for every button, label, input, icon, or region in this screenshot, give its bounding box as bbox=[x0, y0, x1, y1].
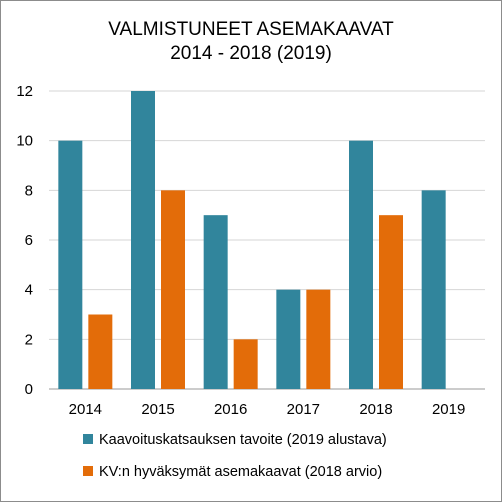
x-tick-label: 2019 bbox=[432, 401, 465, 418]
x-axis-ticks: 2014 2015 2016 2017 2018 2019 bbox=[69, 401, 466, 418]
x-tick-label: 2018 bbox=[359, 401, 392, 418]
y-tick-label: 12 bbox=[16, 83, 33, 100]
y-axis-ticks: 0 2 4 6 8 10 12 bbox=[16, 83, 33, 398]
bar-series-1-2016 bbox=[203, 215, 228, 389]
bar-series-1-2014 bbox=[58, 140, 83, 389]
x-tick-label: 2015 bbox=[141, 401, 174, 418]
y-tick-label: 10 bbox=[16, 133, 33, 150]
chart-title-line-2: 2014 - 2018 (2019) bbox=[170, 43, 332, 64]
chart-title: VALMISTUNEET ASEMAKAAVAT 2014 - 2018 (20… bbox=[108, 19, 394, 64]
bar-series-2-2016 bbox=[233, 339, 258, 389]
x-tick-label: 2017 bbox=[287, 401, 320, 418]
legend-label-1: Kaavoituskatsauksen tavoite (2019 alusta… bbox=[99, 432, 387, 448]
legend-swatch-2 bbox=[83, 466, 93, 476]
chart-title-line-1: VALMISTUNEET ASEMAKAAVAT bbox=[108, 19, 394, 40]
bar-series-2-2015 bbox=[161, 190, 185, 389]
y-tick-label: 0 bbox=[25, 381, 33, 398]
legend: Kaavoituskatsauksen tavoite (2019 alusta… bbox=[83, 432, 387, 480]
bar-series-1-2015 bbox=[131, 91, 155, 389]
y-tick-label: 2 bbox=[25, 331, 33, 348]
bar-series-1-2017 bbox=[276, 289, 301, 389]
bar-series-2-2014 bbox=[88, 314, 113, 389]
bar-series-2-2017 bbox=[306, 289, 331, 389]
y-tick-label: 8 bbox=[25, 182, 33, 199]
legend-swatch-1 bbox=[83, 434, 93, 444]
bar-series-2-2018 bbox=[379, 215, 403, 389]
legend-label-2: KV:n hyväksymät asemakaavat (2018 arvio) bbox=[99, 464, 382, 480]
x-tick-label: 2014 bbox=[69, 401, 102, 418]
bar-series-1-2018 bbox=[349, 140, 373, 389]
gridlines bbox=[49, 90, 485, 390]
bar-series-1-2019 bbox=[421, 190, 446, 389]
x-tick-label: 2016 bbox=[214, 401, 247, 418]
bars bbox=[58, 91, 446, 389]
y-tick-label: 6 bbox=[25, 232, 33, 249]
y-tick-label: 4 bbox=[25, 282, 33, 299]
